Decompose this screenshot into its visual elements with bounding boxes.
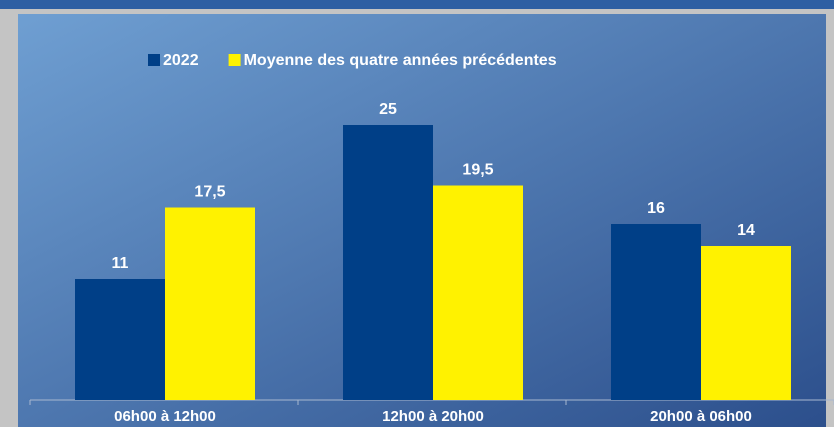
x-tick-label: 12h00 à 20h00 <box>382 408 484 425</box>
x-tick-label: 06h00 à 12h00 <box>114 408 216 425</box>
bar <box>165 207 255 400</box>
bar <box>433 185 523 400</box>
value-label: 11 <box>112 255 129 272</box>
legend-label: Moyenne des quatre années précédentes <box>244 52 557 69</box>
legend-label: 2022 <box>163 52 199 69</box>
bar <box>75 279 165 400</box>
x-tick-label: 20h00 à 06h00 <box>650 408 752 425</box>
bar <box>701 246 791 400</box>
value-label: 17,5 <box>194 184 225 201</box>
top-strip <box>0 0 834 9</box>
legend-swatch <box>228 54 241 66</box>
legend-swatch <box>148 54 160 66</box>
bar <box>343 125 433 400</box>
bar <box>611 224 701 400</box>
value-label: 25 <box>379 101 397 118</box>
value-label: 19,5 <box>462 162 493 179</box>
value-label: 16 <box>647 200 665 217</box>
value-label: 14 <box>737 222 755 239</box>
